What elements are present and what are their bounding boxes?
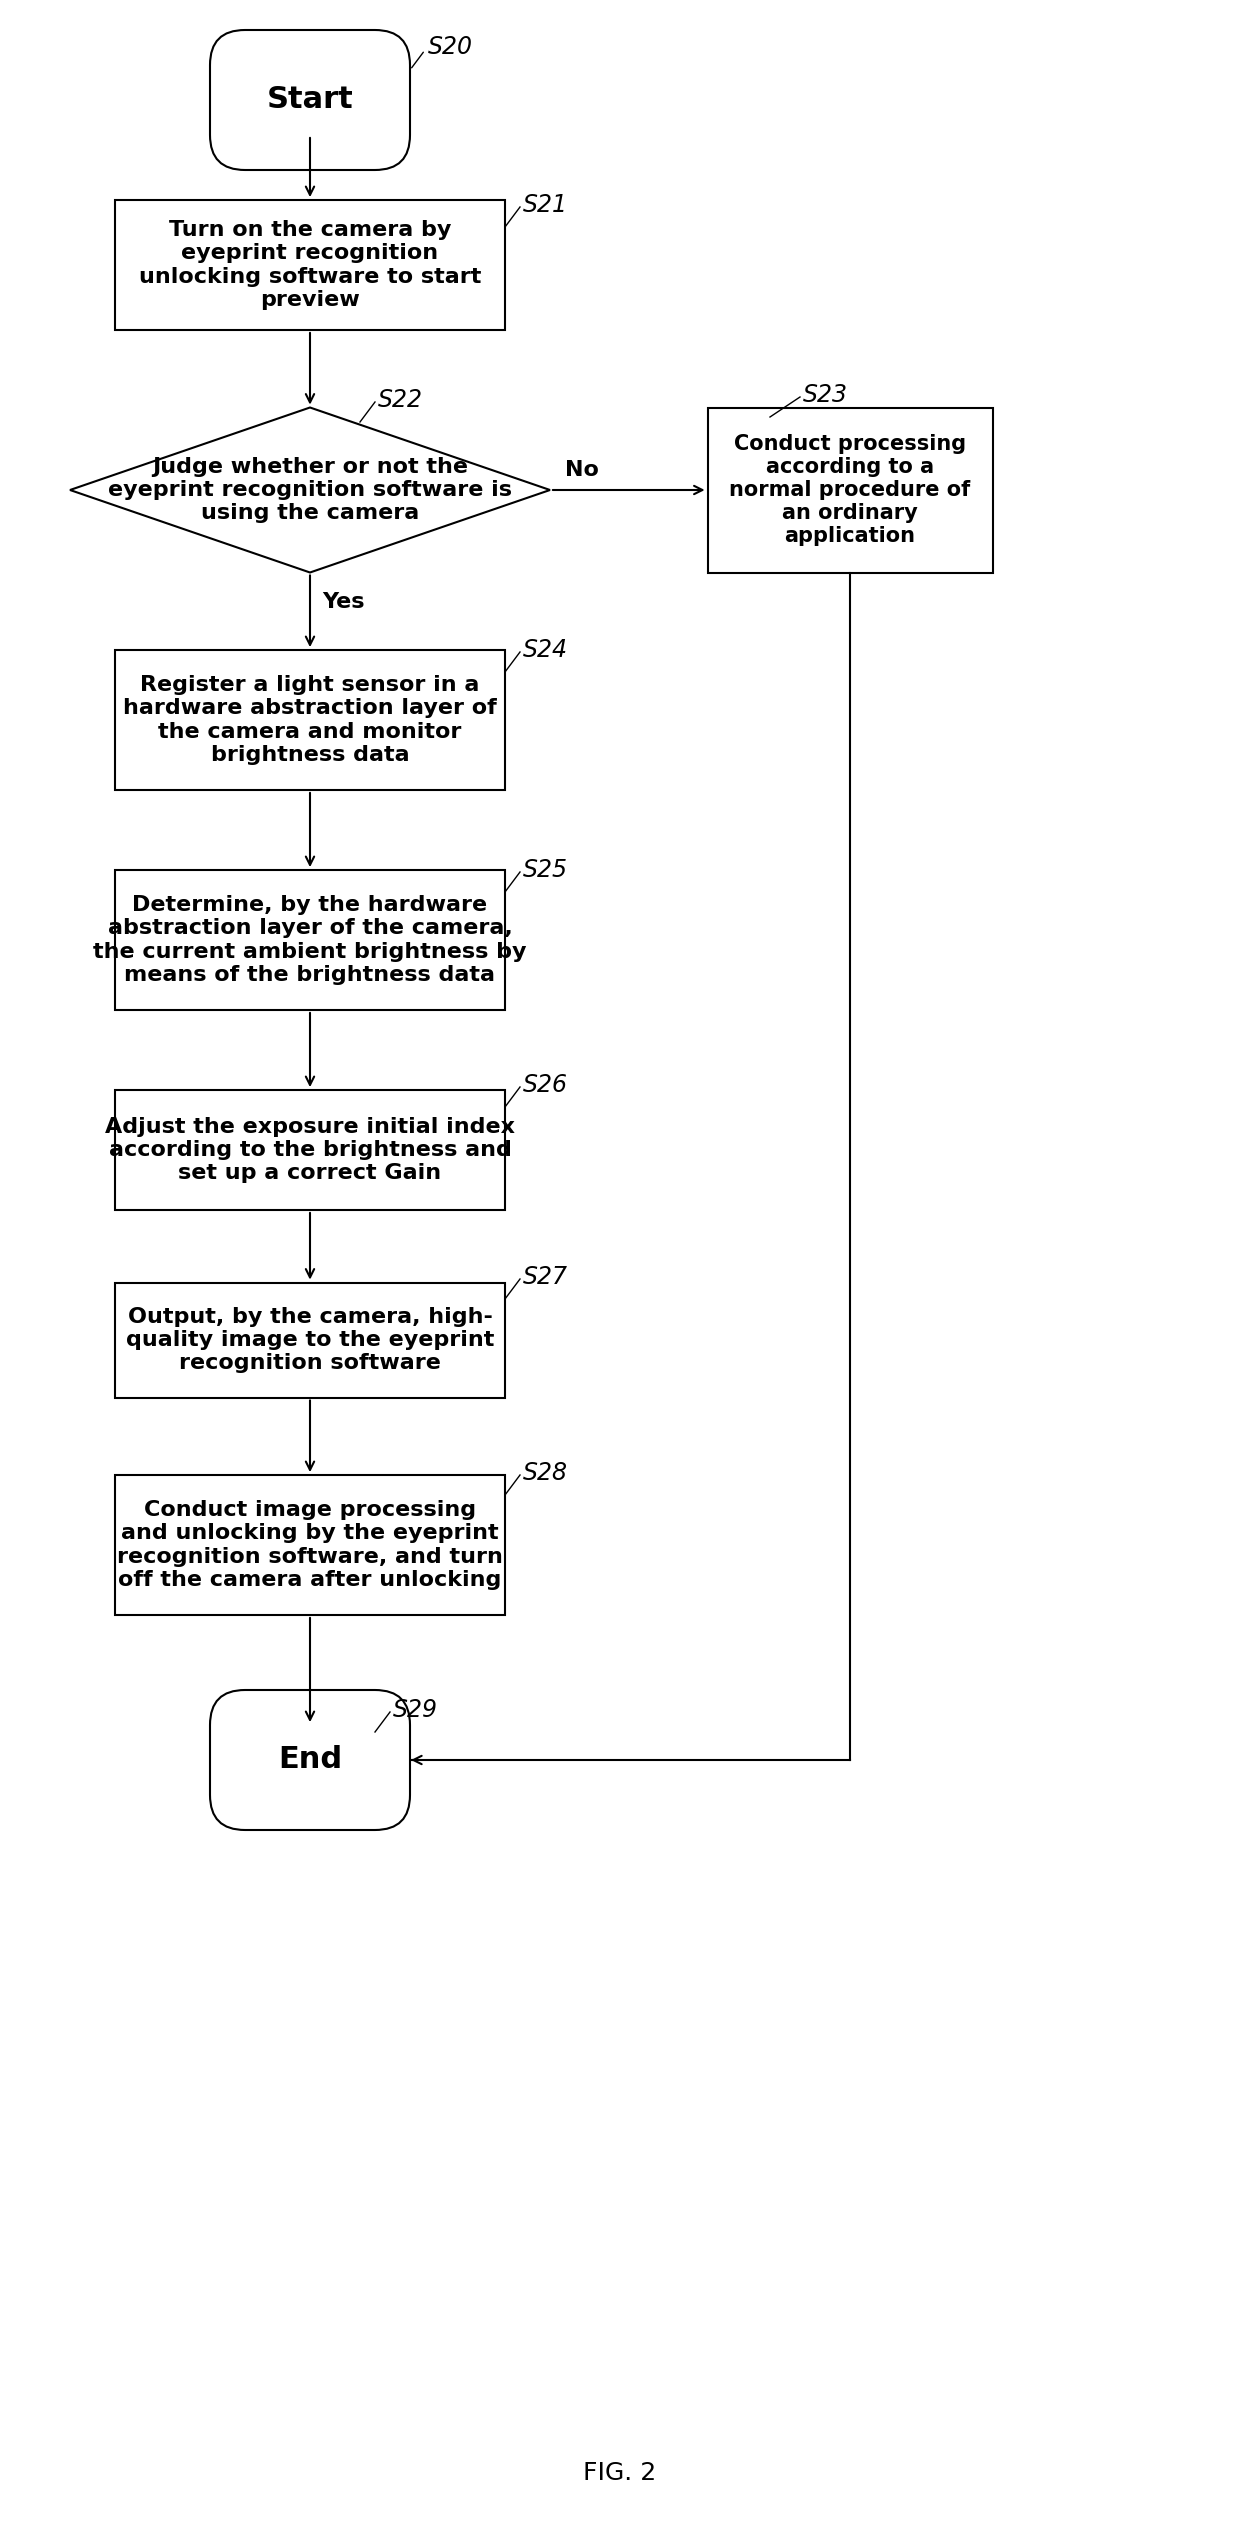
Text: S26: S26 — [523, 1074, 568, 1097]
Text: S27: S27 — [523, 1264, 568, 1289]
Text: S20: S20 — [428, 35, 472, 58]
Bar — [708, 408, 992, 572]
Text: Adjust the exposure initial index
according to the brightness and
set up a corre: Adjust the exposure initial index accord… — [105, 1117, 515, 1183]
Text: Conduct processing
according to a
normal procedure of
an ordinary
application: Conduct processing according to a normal… — [729, 433, 971, 547]
Polygon shape — [69, 408, 551, 572]
Text: S23: S23 — [804, 382, 848, 408]
FancyBboxPatch shape — [210, 1690, 410, 1829]
Text: S25: S25 — [523, 859, 568, 881]
Text: Turn on the camera by
eyeprint recognition
unlocking software to start
preview: Turn on the camera by eyeprint recogniti… — [139, 220, 481, 309]
Bar — [115, 200, 505, 329]
Bar — [115, 1282, 505, 1398]
Text: S28: S28 — [523, 1462, 568, 1484]
Text: Yes: Yes — [322, 593, 365, 613]
Text: S24: S24 — [523, 638, 568, 661]
Text: End: End — [278, 1745, 342, 1776]
Text: Register a light sensor in a
hardware abstraction layer of
the camera and monito: Register a light sensor in a hardware ab… — [123, 676, 497, 765]
Text: Determine, by the hardware
abstraction layer of the camera,
the current ambient : Determine, by the hardware abstraction l… — [93, 894, 527, 985]
Text: S29: S29 — [393, 1697, 438, 1722]
Text: FIG. 2: FIG. 2 — [583, 2462, 657, 2485]
Text: S21: S21 — [523, 193, 568, 218]
Text: Start: Start — [267, 86, 353, 114]
Bar — [115, 1089, 505, 1211]
Bar — [115, 869, 505, 1011]
Text: Conduct image processing
and unlocking by the eyeprint
recognition software, and: Conduct image processing and unlocking b… — [117, 1500, 503, 1591]
Text: No: No — [565, 461, 599, 479]
Text: S22: S22 — [378, 388, 423, 413]
FancyBboxPatch shape — [210, 30, 410, 170]
Bar — [115, 651, 505, 790]
Text: Judge whether or not the
eyeprint recognition software is
using the camera: Judge whether or not the eyeprint recogn… — [108, 456, 512, 524]
Bar — [115, 1474, 505, 1616]
Text: Output, by the camera, high-
quality image to the eyeprint
recognition software: Output, by the camera, high- quality ima… — [125, 1307, 495, 1373]
